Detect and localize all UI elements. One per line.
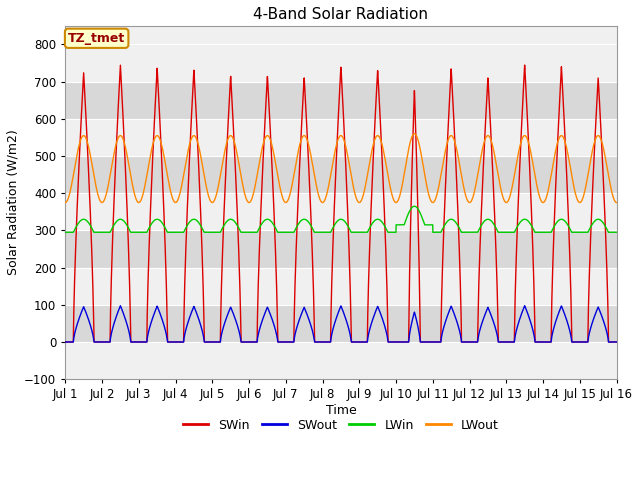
Bar [65,268,616,305]
Legend: SWin, SWout, LWin, LWout: SWin, SWout, LWin, LWout [178,413,504,436]
X-axis label: Time: Time [326,404,356,417]
Bar [65,305,616,342]
Bar [65,82,616,119]
Bar [65,156,616,193]
Y-axis label: Solar Radiation (W/m2): Solar Radiation (W/m2) [7,130,20,276]
Bar [65,342,616,379]
Bar [65,193,616,230]
Bar [65,230,616,268]
Bar [65,119,616,156]
Title: 4-Band Solar Radiation: 4-Band Solar Radiation [253,7,428,22]
Bar [65,45,616,82]
Text: TZ_tmet: TZ_tmet [68,32,125,45]
